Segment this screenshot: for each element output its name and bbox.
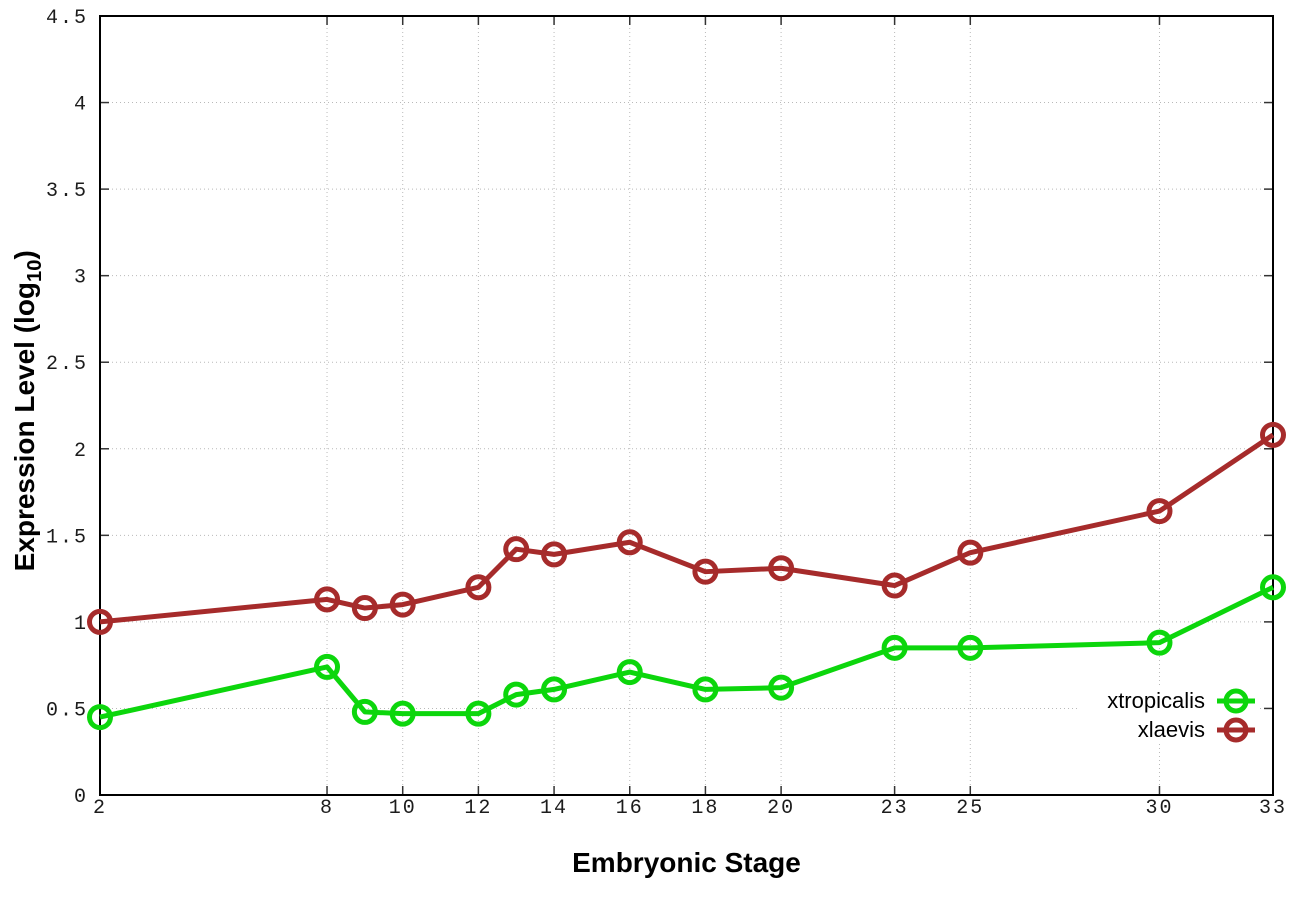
svg-text:30: 30 [1145,797,1173,820]
svg-text:1: 1 [74,613,88,636]
svg-text:2: 2 [74,440,88,463]
legend-label-xlaevis: xlaevis [1137,717,1205,742]
svg-text:2: 2 [93,797,107,820]
svg-text:20: 20 [767,797,795,820]
plot-border [99,15,1274,796]
y-axis-title-suffix: ) [9,250,41,260]
line-circle-marker-icon [1217,688,1255,713]
svg-text:12: 12 [464,797,492,820]
svg-text:3.5: 3.5 [46,180,88,203]
series-markers-xlaevis [87,421,1286,635]
svg-text:2.5: 2.5 [46,353,88,376]
svg-text:0.5: 0.5 [46,699,88,722]
svg-text:0: 0 [74,786,88,809]
x-axis-title: Embryonic Stage [572,847,801,878]
svg-text:1.5: 1.5 [46,526,88,549]
svg-text:18: 18 [691,797,719,820]
series-markers-xtropicalis [87,574,1286,731]
legend-item-xlaevis: xlaevis [1078,715,1258,744]
svg-text:4.5: 4.5 [46,7,88,30]
legend-item-xtropicalis: xtropicalis [1078,686,1258,715]
y-axis-title: Expression Level (log10) [9,121,47,701]
svg-text:16: 16 [616,797,644,820]
legend: xtropicalis xlaevis [1078,686,1258,744]
y-axis-title-subscript: 10 [23,259,46,282]
svg-text:14: 14 [540,797,568,820]
svg-text:8: 8 [320,797,334,820]
tick-labels: 2 8 10 12 14 16 18 20 23 25 30 33 0 0.5 1 1.5 2 2.5 3 3.5 4 4… [46,7,1287,820]
legend-label-xtropicalis: xtropicalis [1107,688,1205,713]
svg-text:23: 23 [881,797,909,820]
svg-text:25: 25 [956,797,984,820]
y-axis-title-text: Expression Level (log [9,281,41,572]
svg-text:10: 10 [389,797,417,820]
svg-text:4: 4 [74,94,88,117]
svg-text:3: 3 [74,267,88,290]
series-line-xlaevis [99,432,1275,625]
line-circle-marker-icon [1217,717,1255,742]
svg-text:33: 33 [1259,797,1287,820]
